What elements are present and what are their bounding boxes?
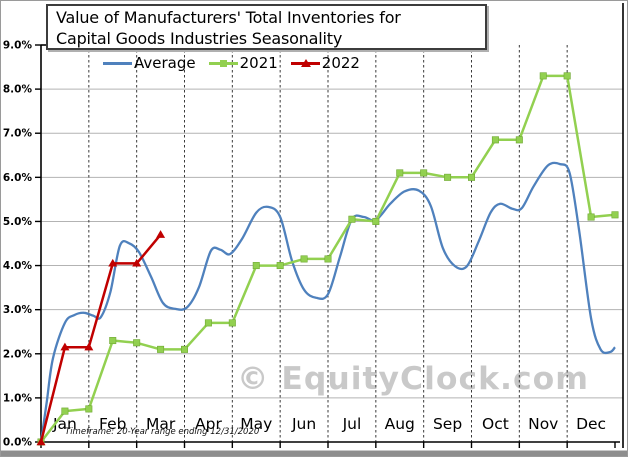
y-tick-label: 7.0% bbox=[3, 128, 33, 140]
equityclock-watermark: © EquityClock.com bbox=[237, 361, 589, 397]
y-tick-label: 8.0% bbox=[3, 84, 33, 96]
y-tick-label: 5.0% bbox=[3, 216, 33, 228]
series-2021-marker bbox=[228, 319, 236, 327]
chart-title-line1: Value of Manufacturers' Total Inventorie… bbox=[56, 8, 401, 27]
month-label: Dec bbox=[576, 415, 606, 433]
series-2022-marker bbox=[132, 258, 142, 267]
series-2021-marker bbox=[515, 136, 523, 144]
chart-title-box: Value of Manufacturers' Total Inventorie… bbox=[46, 4, 487, 50]
y-tick-label: 0.0% bbox=[3, 437, 33, 449]
month-label: Aug bbox=[385, 415, 415, 433]
legend-item-2022: 2022 bbox=[290, 54, 360, 72]
series-2021-marker bbox=[157, 345, 165, 353]
series-2021-marker bbox=[252, 262, 260, 270]
y-tick-label: 6.0% bbox=[3, 172, 33, 184]
legend-item-average: Average bbox=[103, 54, 196, 72]
timeframe-footnote: Timeframe: 20-Year range ending 12/31/20… bbox=[65, 427, 260, 437]
month-label: Apr bbox=[195, 415, 222, 433]
chart-title-line2: Capital Goods Industries Seasonality bbox=[56, 29, 343, 48]
triangle-marker-swatch bbox=[290, 57, 320, 69]
series-2021-marker bbox=[396, 169, 404, 177]
month-label: Oct bbox=[482, 415, 509, 433]
series-2022-line bbox=[39, 233, 162, 443]
y-tick-label: 4.0% bbox=[3, 260, 33, 272]
series-2021-marker bbox=[372, 217, 380, 225]
series-2021-marker bbox=[61, 407, 69, 415]
month-label: May bbox=[240, 415, 272, 433]
series-2021-marker bbox=[276, 262, 284, 270]
month-label: Sep bbox=[433, 415, 462, 433]
series-2022-marker bbox=[36, 437, 46, 446]
month-label: Mar bbox=[146, 415, 176, 433]
series-2022-marker bbox=[60, 342, 70, 351]
average-line-swatch bbox=[103, 57, 132, 69]
series-2021-marker bbox=[348, 215, 356, 223]
legend-label-2021: 2021 bbox=[239, 54, 278, 72]
chart-legend: Average 2021 2022 bbox=[103, 53, 360, 73]
series-2021-marker bbox=[467, 173, 475, 181]
month-label: Feb bbox=[99, 415, 126, 433]
series-2021-marker bbox=[539, 72, 547, 80]
legend-label-average: Average bbox=[134, 54, 196, 72]
bottom-border-band bbox=[1, 450, 627, 456]
series-2022-marker bbox=[108, 258, 118, 267]
series-2021-marker bbox=[109, 337, 117, 345]
square-marker-swatch bbox=[208, 57, 238, 69]
y-tick-label: 9.0% bbox=[3, 40, 33, 52]
legend-label-2022: 2022 bbox=[321, 54, 360, 72]
series-2021-marker bbox=[611, 211, 619, 219]
y-tick-label: 3.0% bbox=[3, 304, 33, 316]
series-2021-marker bbox=[444, 173, 452, 181]
series-2021-marker bbox=[324, 255, 332, 263]
y-tick-label: 1.0% bbox=[3, 392, 33, 404]
month-label: Jun bbox=[291, 415, 316, 433]
series-2021-marker bbox=[587, 213, 595, 221]
series-2021-marker bbox=[300, 255, 308, 263]
series-2021-marker bbox=[85, 405, 93, 413]
series-2022-marker bbox=[84, 342, 94, 351]
average-line bbox=[39, 161, 616, 443]
legend-item-2021: 2021 bbox=[208, 54, 278, 72]
series-2021-marker bbox=[420, 169, 428, 177]
month-label: Jul bbox=[342, 415, 362, 433]
series-2021-marker bbox=[204, 319, 212, 327]
month-label: Nov bbox=[528, 415, 558, 433]
series-2022-marker bbox=[156, 230, 166, 238]
series-2021-marker bbox=[563, 72, 571, 80]
series-2021-marker bbox=[181, 345, 189, 353]
series-2021-marker bbox=[491, 136, 499, 144]
y-tick-label: 2.0% bbox=[3, 348, 33, 360]
series-2021-marker bbox=[133, 339, 141, 347]
